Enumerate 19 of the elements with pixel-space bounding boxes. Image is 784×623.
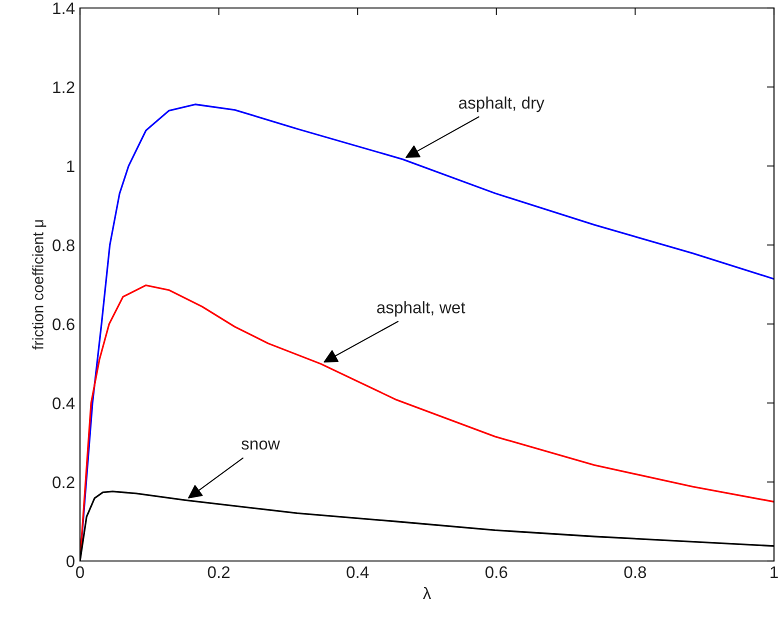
y-tick-label: 0.8 (52, 239, 74, 252)
y-tick-label: 1.4 (53, 2, 75, 14)
x-tick-label: 1 (770, 566, 778, 578)
y-tick-label: 0.6 (52, 318, 74, 330)
x-tick-label: 0.4 (346, 566, 369, 578)
y-tick-label: 0.2 (52, 476, 74, 488)
annotation: asphalt, dry (458, 96, 544, 112)
y-tick-label: 0.4 (52, 397, 75, 410)
x-tick-label: 0.2 (208, 566, 230, 578)
y-tick-label: 1 (67, 160, 74, 172)
y-axis-title: friction coefficient μ (32, 220, 46, 350)
annotation: snow (242, 440, 280, 450)
x-tick-label: 0 (76, 566, 84, 578)
y-tick-label: 0 (66, 555, 74, 568)
x-tick-label: 0.8 (624, 566, 646, 578)
x-tick-label: 0.6 (485, 566, 508, 578)
y-tick-label: 1.2 (53, 81, 74, 94)
annotation: asphalt, wet (377, 301, 466, 317)
x-axis-title: λ (422, 586, 432, 600)
